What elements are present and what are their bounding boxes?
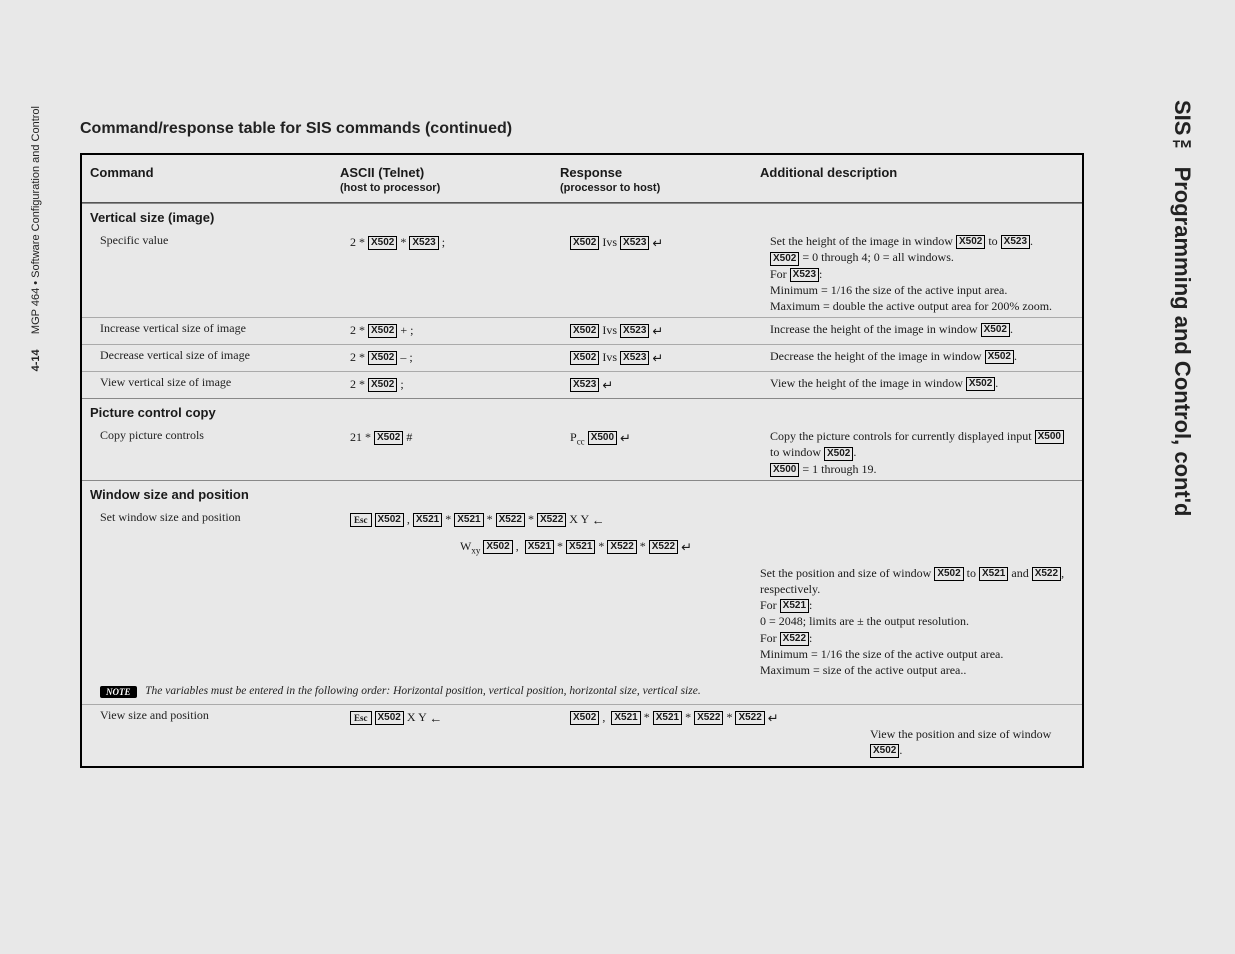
note-badge: NOTE bbox=[100, 686, 137, 698]
return-icon: ↵ bbox=[652, 236, 663, 251]
return-icon: ↵ bbox=[681, 539, 692, 554]
table-row: Specific value 2 * X502 * X523 ; X502 Iv… bbox=[82, 229, 1082, 317]
cmd-view-position: View size and position bbox=[90, 708, 350, 723]
table-row: View size and position Esc X502 X Y ← X5… bbox=[82, 704, 1082, 766]
table-row: View vertical size of image 2 * X502 ; X… bbox=[82, 371, 1082, 398]
group-window-size: Window size and position bbox=[82, 480, 1082, 506]
resp-specific: X502 Ivs X523 ↵ bbox=[570, 233, 770, 253]
header-ascii: ASCII (Telnet) (host to processor) bbox=[340, 165, 560, 194]
header-command: Command bbox=[90, 165, 340, 194]
cmd-copy-picture: Copy picture controls bbox=[90, 428, 350, 443]
cmd-set-window: Set window size and position bbox=[90, 510, 350, 525]
return-icon: ↵ bbox=[620, 431, 631, 446]
left-arrow-icon: ← bbox=[592, 512, 605, 527]
table-row: Set the position and size of window X502… bbox=[82, 561, 1082, 682]
cmd-increase: Increase vertical size of image bbox=[90, 321, 350, 336]
ascii-specific: 2 * X502 * X523 ; bbox=[350, 233, 570, 251]
table-row: Copy picture controls 21 * X502 # Pcc X5… bbox=[82, 424, 1082, 480]
group-picture-control: Picture control copy bbox=[82, 398, 1082, 424]
page-content: Command/response table for SIS commands … bbox=[40, 100, 1140, 768]
table-header-row: Command ASCII (Telnet) (host to processo… bbox=[82, 155, 1082, 203]
group-vertical-size: Vertical size (image) bbox=[82, 203, 1082, 229]
section-title: Command/response table for SIS commands … bbox=[80, 120, 1140, 138]
return-icon: ↵ bbox=[652, 351, 663, 366]
note-text: The variables must be entered in the fol… bbox=[145, 685, 701, 697]
return-icon: ↵ bbox=[652, 324, 663, 339]
table-row: Decrease vertical size of image 2 * X502… bbox=[82, 344, 1082, 371]
left-arrow-icon: ← bbox=[429, 710, 442, 725]
return-icon: ↵ bbox=[768, 710, 779, 725]
table-row: Set window size and position Esc X502 , … bbox=[82, 506, 1082, 533]
command-table: Command ASCII (Telnet) (host to processo… bbox=[80, 153, 1084, 768]
return-icon: ↵ bbox=[602, 378, 613, 393]
chapter-title-vertical: SIS™ Programming and Control, cont'd bbox=[1169, 100, 1195, 516]
desc-specific: Set the height of the image in window X5… bbox=[770, 233, 1074, 314]
table-row: Increase vertical size of image 2 * X502… bbox=[82, 317, 1082, 344]
header-description: Additional description bbox=[760, 165, 1074, 194]
note-line: NOTE The variables must be entered in th… bbox=[82, 681, 1082, 703]
cmd-decrease: Decrease vertical size of image bbox=[90, 348, 350, 363]
table-row: Wxy X502 , X521 * X521 * X522 * X522 ↵ bbox=[82, 533, 1082, 561]
cmd-view-size: View vertical size of image bbox=[90, 375, 350, 390]
header-response: Response (processor to host) bbox=[560, 165, 760, 194]
cmd-specific-value: Specific value bbox=[90, 233, 350, 248]
